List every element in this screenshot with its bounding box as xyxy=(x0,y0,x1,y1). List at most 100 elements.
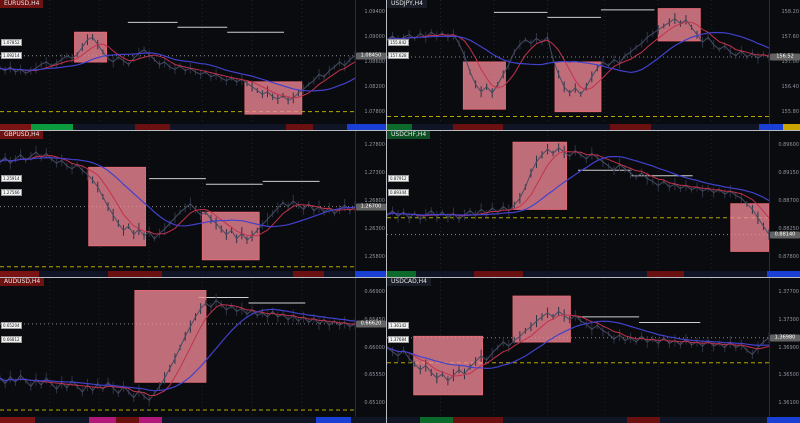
strip-segment xyxy=(169,124,286,130)
strip-segment xyxy=(766,271,800,277)
chart-panel-usdjpy[interactable]: USDJPY,H4 155.842 157.628 158.20 157.60 15… xyxy=(387,0,800,130)
chart-panel-gbpusd[interactable]: GBPUSD,H4 1.25914 1.27566 1.27800 1.27300… xyxy=(0,131,386,277)
highlight-box[interactable] xyxy=(89,167,146,245)
strip-segment xyxy=(30,124,74,130)
chart-main-area: 1.27800 1.27300 1.26800 1.26300 1.25800 1.267… xyxy=(0,131,386,271)
chart-panel-eurusd[interactable]: EURUSD,H4 1.07852 1.09214 1.09400 1.09000… xyxy=(0,0,386,130)
chart-panel-usdchf[interactable]: USDCHF,H4 0.87912 0.89344 0.89600 0.89150… xyxy=(387,131,800,277)
ma-fast-line xyxy=(0,44,355,98)
highlight-box[interactable] xyxy=(463,62,505,109)
price-axis-label: 1.36900 xyxy=(778,344,799,351)
chart-main-area: 1.37700 1.37300 1.36900 1.36500 1.36100 1.369… xyxy=(387,278,800,417)
chart-title-bar: USDCAD,H4 xyxy=(387,278,431,286)
chart-symbol-title: USDCAD,H4 xyxy=(387,278,431,286)
signal-strip xyxy=(387,417,800,423)
strip-segment xyxy=(312,124,348,130)
price-axis[interactable]: 0.66900 0.66450 0.66000 0.65550 0.65100 0.666… xyxy=(355,278,386,417)
strip-segment xyxy=(34,417,89,423)
chart-plot-area[interactable] xyxy=(387,278,769,417)
current-price-tag: 1.26700 xyxy=(356,203,386,211)
strip-segment xyxy=(783,124,800,130)
highlight-box[interactable] xyxy=(75,32,107,62)
highlight-box[interactable] xyxy=(414,336,483,394)
indicator-value-box: 0.65204 xyxy=(1,321,22,329)
chart-plot-area[interactable] xyxy=(0,278,355,417)
chart-plot-area[interactable] xyxy=(0,0,355,124)
strip-segment xyxy=(387,124,412,130)
strip-segment xyxy=(162,417,317,423)
price-axis-label: 0.87800 xyxy=(778,254,799,260)
chart-panel-usdcad[interactable]: USDCAD,H4 1.36142 1.37684 1.37700 1.37300… xyxy=(387,278,800,423)
highlight-box[interactable] xyxy=(513,142,566,209)
highlight-box[interactable] xyxy=(135,291,206,383)
signal-strip xyxy=(387,124,800,130)
price-axis-label: 1.27800 xyxy=(364,142,385,148)
strip-segment xyxy=(387,417,421,423)
highlight-box[interactable] xyxy=(731,204,769,252)
chart-svg xyxy=(387,278,769,417)
price-series xyxy=(387,148,769,235)
chart-plot-area[interactable] xyxy=(0,131,355,271)
price-axis-label: 1.26800 xyxy=(364,198,385,204)
chart-symbol-title: EURUSD,H4 xyxy=(0,0,44,8)
price-axis-label: 1.07800 xyxy=(364,108,385,115)
ma-slow-line xyxy=(387,321,769,368)
ma-slow-line xyxy=(387,157,769,215)
strip-segment xyxy=(647,271,685,277)
chart-symbol-title: USDCHF,H4 xyxy=(387,131,431,139)
chart-svg xyxy=(387,131,769,271)
ma-fast-line xyxy=(387,315,769,376)
price-series xyxy=(0,37,355,100)
price-axis-label: 1.25800 xyxy=(364,254,385,260)
strip-segment xyxy=(609,124,652,130)
highlight-box[interactable] xyxy=(555,62,601,112)
current-price-tag: 156.52 xyxy=(770,53,800,61)
price-axis[interactable]: 1.27800 1.27300 1.26800 1.26300 1.25800 1.267… xyxy=(355,131,386,271)
signal-strip xyxy=(0,271,386,277)
chart-plot-area[interactable] xyxy=(387,0,769,124)
price-axis-label: 1.26300 xyxy=(364,226,385,232)
strip-segment xyxy=(502,417,627,423)
strip-segment xyxy=(453,124,503,130)
strip-segment xyxy=(411,124,454,130)
indicator-value-box: 157.628 xyxy=(388,52,409,59)
price-axis[interactable]: 158.20 157.60 157.00 156.40 155.80 156.52 xyxy=(769,0,800,124)
indicator-value-box: 1.25914 xyxy=(1,174,22,182)
chart-plot-area[interactable] xyxy=(387,131,769,271)
price-axis-label: 156.40 xyxy=(781,83,800,90)
price-axis-label: 155.80 xyxy=(781,108,800,115)
signal-strip xyxy=(387,271,800,277)
strip-segment xyxy=(758,124,784,130)
price-axis-label: 157.60 xyxy=(781,34,800,41)
price-axis-label: 1.27300 xyxy=(364,170,385,176)
price-axis-label: 0.65100 xyxy=(364,400,385,407)
indicator-value-box: 1.07852 xyxy=(1,39,22,46)
chart-svg xyxy=(0,131,355,271)
chart-panel-audusd[interactable]: AUDUSD,H4 0.65204 0.66812 0.66900 0.66450… xyxy=(0,278,386,423)
strip-segment xyxy=(0,124,31,130)
chart-svg xyxy=(0,278,355,417)
strip-segment xyxy=(351,417,386,423)
price-axis-label: 1.36500 xyxy=(778,372,799,379)
indicator-value-box: 155.842 xyxy=(388,39,409,46)
price-axis[interactable]: 1.37700 1.37300 1.36900 1.36500 1.36100 1.369… xyxy=(769,278,800,417)
price-axis-label: 0.66900 xyxy=(364,288,385,295)
ma-fast-line xyxy=(387,22,769,90)
strip-segment xyxy=(0,271,39,277)
price-axis-label: 0.65550 xyxy=(364,372,385,379)
chart-title-bar: USDCHF,H4 xyxy=(387,131,431,139)
strip-segment xyxy=(115,417,139,423)
strip-segment xyxy=(626,417,660,423)
strip-segment xyxy=(651,124,759,130)
strip-segment xyxy=(387,271,416,277)
chart-main-area: 0.89600 0.89150 0.88700 0.88250 0.87800 0.881… xyxy=(387,131,800,271)
price-axis-label: 1.08200 xyxy=(364,83,385,90)
strip-segment xyxy=(523,271,648,277)
current-price-tag: 0.66620 xyxy=(356,320,386,328)
price-axis[interactable]: 0.89600 0.89150 0.88700 0.88250 0.87800 0.881… xyxy=(769,131,800,271)
strip-segment xyxy=(502,124,610,130)
ma-slow-line xyxy=(0,309,355,390)
strip-segment xyxy=(108,271,163,277)
price-axis[interactable]: 1.09400 1.09000 1.08600 1.08200 1.07800 1.084… xyxy=(355,0,386,124)
